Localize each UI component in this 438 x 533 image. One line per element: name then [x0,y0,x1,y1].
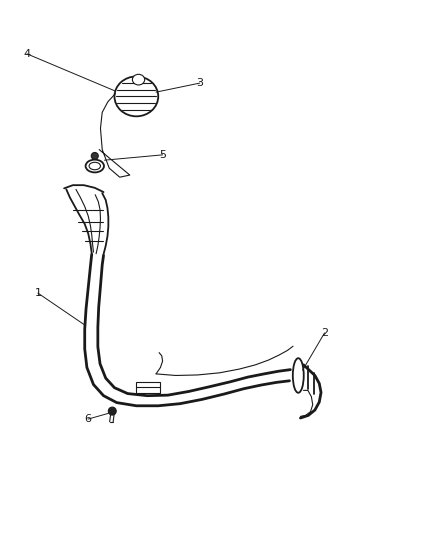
Text: 6: 6 [85,414,92,424]
Text: 5: 5 [159,150,166,160]
Text: 1: 1 [34,288,41,298]
Text: 4: 4 [23,49,31,59]
Ellipse shape [91,152,98,159]
FancyBboxPatch shape [136,382,160,393]
Ellipse shape [85,160,104,172]
Ellipse shape [108,407,116,415]
Text: 3: 3 [196,78,203,88]
Ellipse shape [132,74,145,85]
Text: 2: 2 [320,328,327,338]
